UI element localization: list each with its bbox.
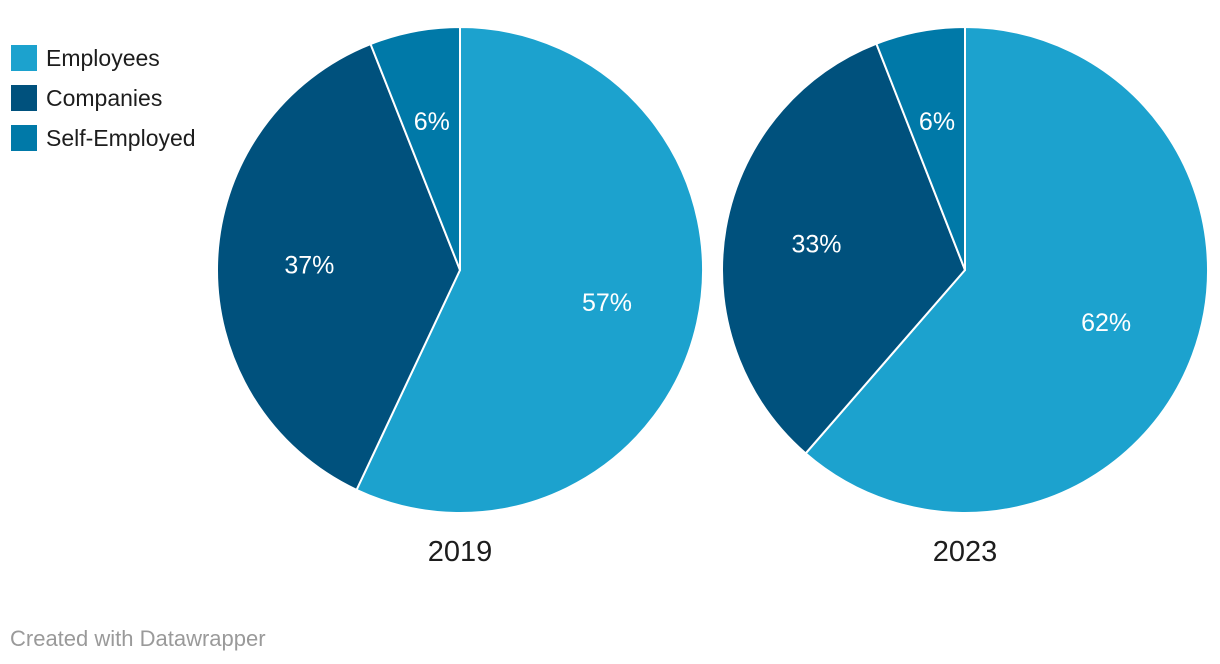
legend-swatch [11, 45, 37, 71]
pie-slice-employees-2023[interactable] [804, 26, 1209, 514]
legend-swatch [11, 125, 37, 151]
legend: Employees Companies Self-Employed [11, 45, 196, 151]
year-caption-2023: 2023 [932, 536, 998, 568]
legend-swatch [11, 85, 37, 111]
legend-label: Companies [46, 85, 163, 111]
legend-item-companies: Companies [11, 85, 196, 111]
legend-label: Self-Employed [46, 125, 196, 151]
year-caption-2019: 2019 [427, 536, 493, 568]
pie-slice-self-employed-2019[interactable] [369, 26, 461, 271]
datawrapper-credit-link[interactable]: Created with Datawrapper [10, 626, 266, 651]
legend-label: Employees [46, 45, 160, 71]
legend-item-employees: Employees [11, 45, 196, 71]
pie-slice-employees-2019[interactable] [355, 26, 704, 514]
pie-slice-self-employed-2023[interactable] [875, 26, 966, 271]
pie-slice-companies-2023[interactable] [721, 42, 966, 455]
pie-slice-companies-2019[interactable] [216, 43, 461, 491]
legend-item-self-employed: Self-Employed [11, 125, 196, 151]
